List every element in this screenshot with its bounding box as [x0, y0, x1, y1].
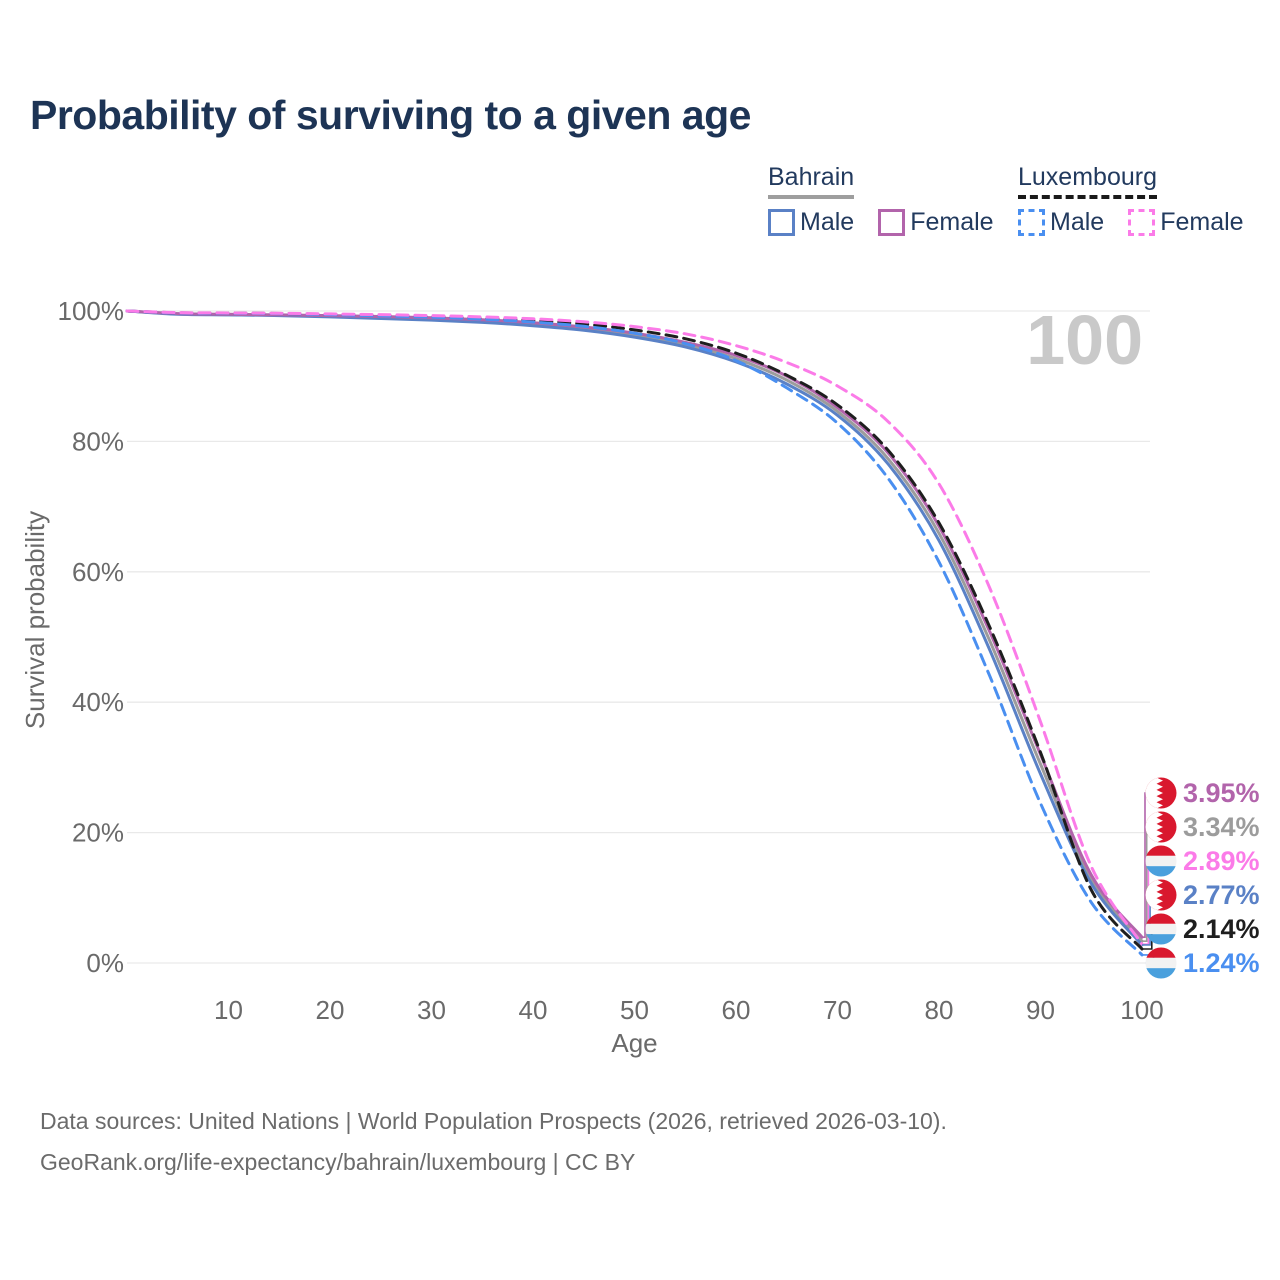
y-tick-label: 0%: [86, 948, 124, 978]
legend-item-bahrain-female[interactable]: Female: [878, 208, 994, 237]
x-tick-label: 50: [620, 995, 649, 1025]
legend-swatch-bahrain-male-icon: [768, 209, 795, 236]
y-tick-label: 20%: [72, 818, 124, 848]
x-tick-label: 30: [417, 995, 446, 1025]
luxembourg-flag-icon: [1145, 947, 1177, 979]
legend-label-luxembourg-female: Female: [1160, 208, 1244, 236]
page-title: Probability of surviving to a given age: [30, 92, 751, 138]
legend-label-luxembourg-male: Male: [1050, 208, 1105, 236]
luxembourg-flag-icon: [1145, 845, 1177, 877]
legend-group-bahrain: Bahrain Male Female: [768, 163, 994, 237]
luxembourg-flag-icon: [1145, 913, 1177, 945]
legend-label-bahrain-female: Female: [910, 208, 994, 236]
bahrain-flag-icon: [1145, 777, 1177, 809]
end-label-value: 2.14%: [1183, 914, 1260, 944]
age-watermark: 100: [1026, 301, 1143, 379]
x-tick-label: 10: [214, 995, 243, 1025]
legend-item-bahrain-male[interactable]: Male: [768, 208, 854, 237]
end-label-connector: [1142, 792, 1146, 938]
legend-label-bahrain-male: Male: [800, 208, 855, 236]
legend-item-luxembourg-female[interactable]: Female: [1128, 208, 1244, 237]
legend-swatch-luxembourg-female-icon: [1128, 209, 1156, 236]
legend-swatch-luxembourg-male-icon: [1018, 209, 1045, 236]
legend-item-luxembourg-male[interactable]: Male: [1018, 208, 1104, 237]
x-axis-title: Age: [611, 1028, 657, 1058]
series-line-luxembourg-female[interactable]: [125, 309, 1144, 946]
end-label-value: 1.24%: [1183, 948, 1260, 978]
y-tick-label: 80%: [72, 426, 124, 456]
legend-swatch-bahrain-female-icon: [878, 209, 906, 236]
legend-country-bahrain: Bahrain: [768, 163, 855, 199]
x-tick-label: 40: [519, 995, 548, 1025]
attribution-link: GeoRank.org/life-expectancy/bahrain/luxe…: [40, 1149, 636, 1175]
end-label-value: 3.95%: [1183, 778, 1260, 808]
y-tick-label: 60%: [72, 557, 124, 587]
y-axis-title: Survival probability: [20, 511, 50, 729]
bahrain-flag-icon: [1145, 811, 1177, 843]
y-tick-label: 100%: [58, 296, 125, 326]
y-tick-label: 40%: [72, 687, 124, 717]
x-tick-label: 70: [823, 995, 852, 1025]
end-label-value: 2.77%: [1183, 880, 1260, 910]
x-tick-label: 80: [925, 995, 954, 1025]
x-tick-label: 90: [1026, 995, 1055, 1025]
x-tick-label: 100: [1120, 995, 1163, 1025]
bahrain-flag-icon: [1145, 879, 1177, 911]
data-sources-text: Data sources: United Nations | World Pop…: [40, 1108, 947, 1134]
end-label-value: 3.34%: [1183, 812, 1260, 842]
x-tick-label: 60: [722, 995, 751, 1025]
legend-group-luxembourg: Luxembourg Male Female: [1018, 163, 1244, 237]
end-label-value: 2.89%: [1183, 846, 1260, 876]
x-tick-label: 20: [316, 995, 345, 1025]
legend-country-luxembourg: Luxembourg: [1018, 163, 1157, 199]
